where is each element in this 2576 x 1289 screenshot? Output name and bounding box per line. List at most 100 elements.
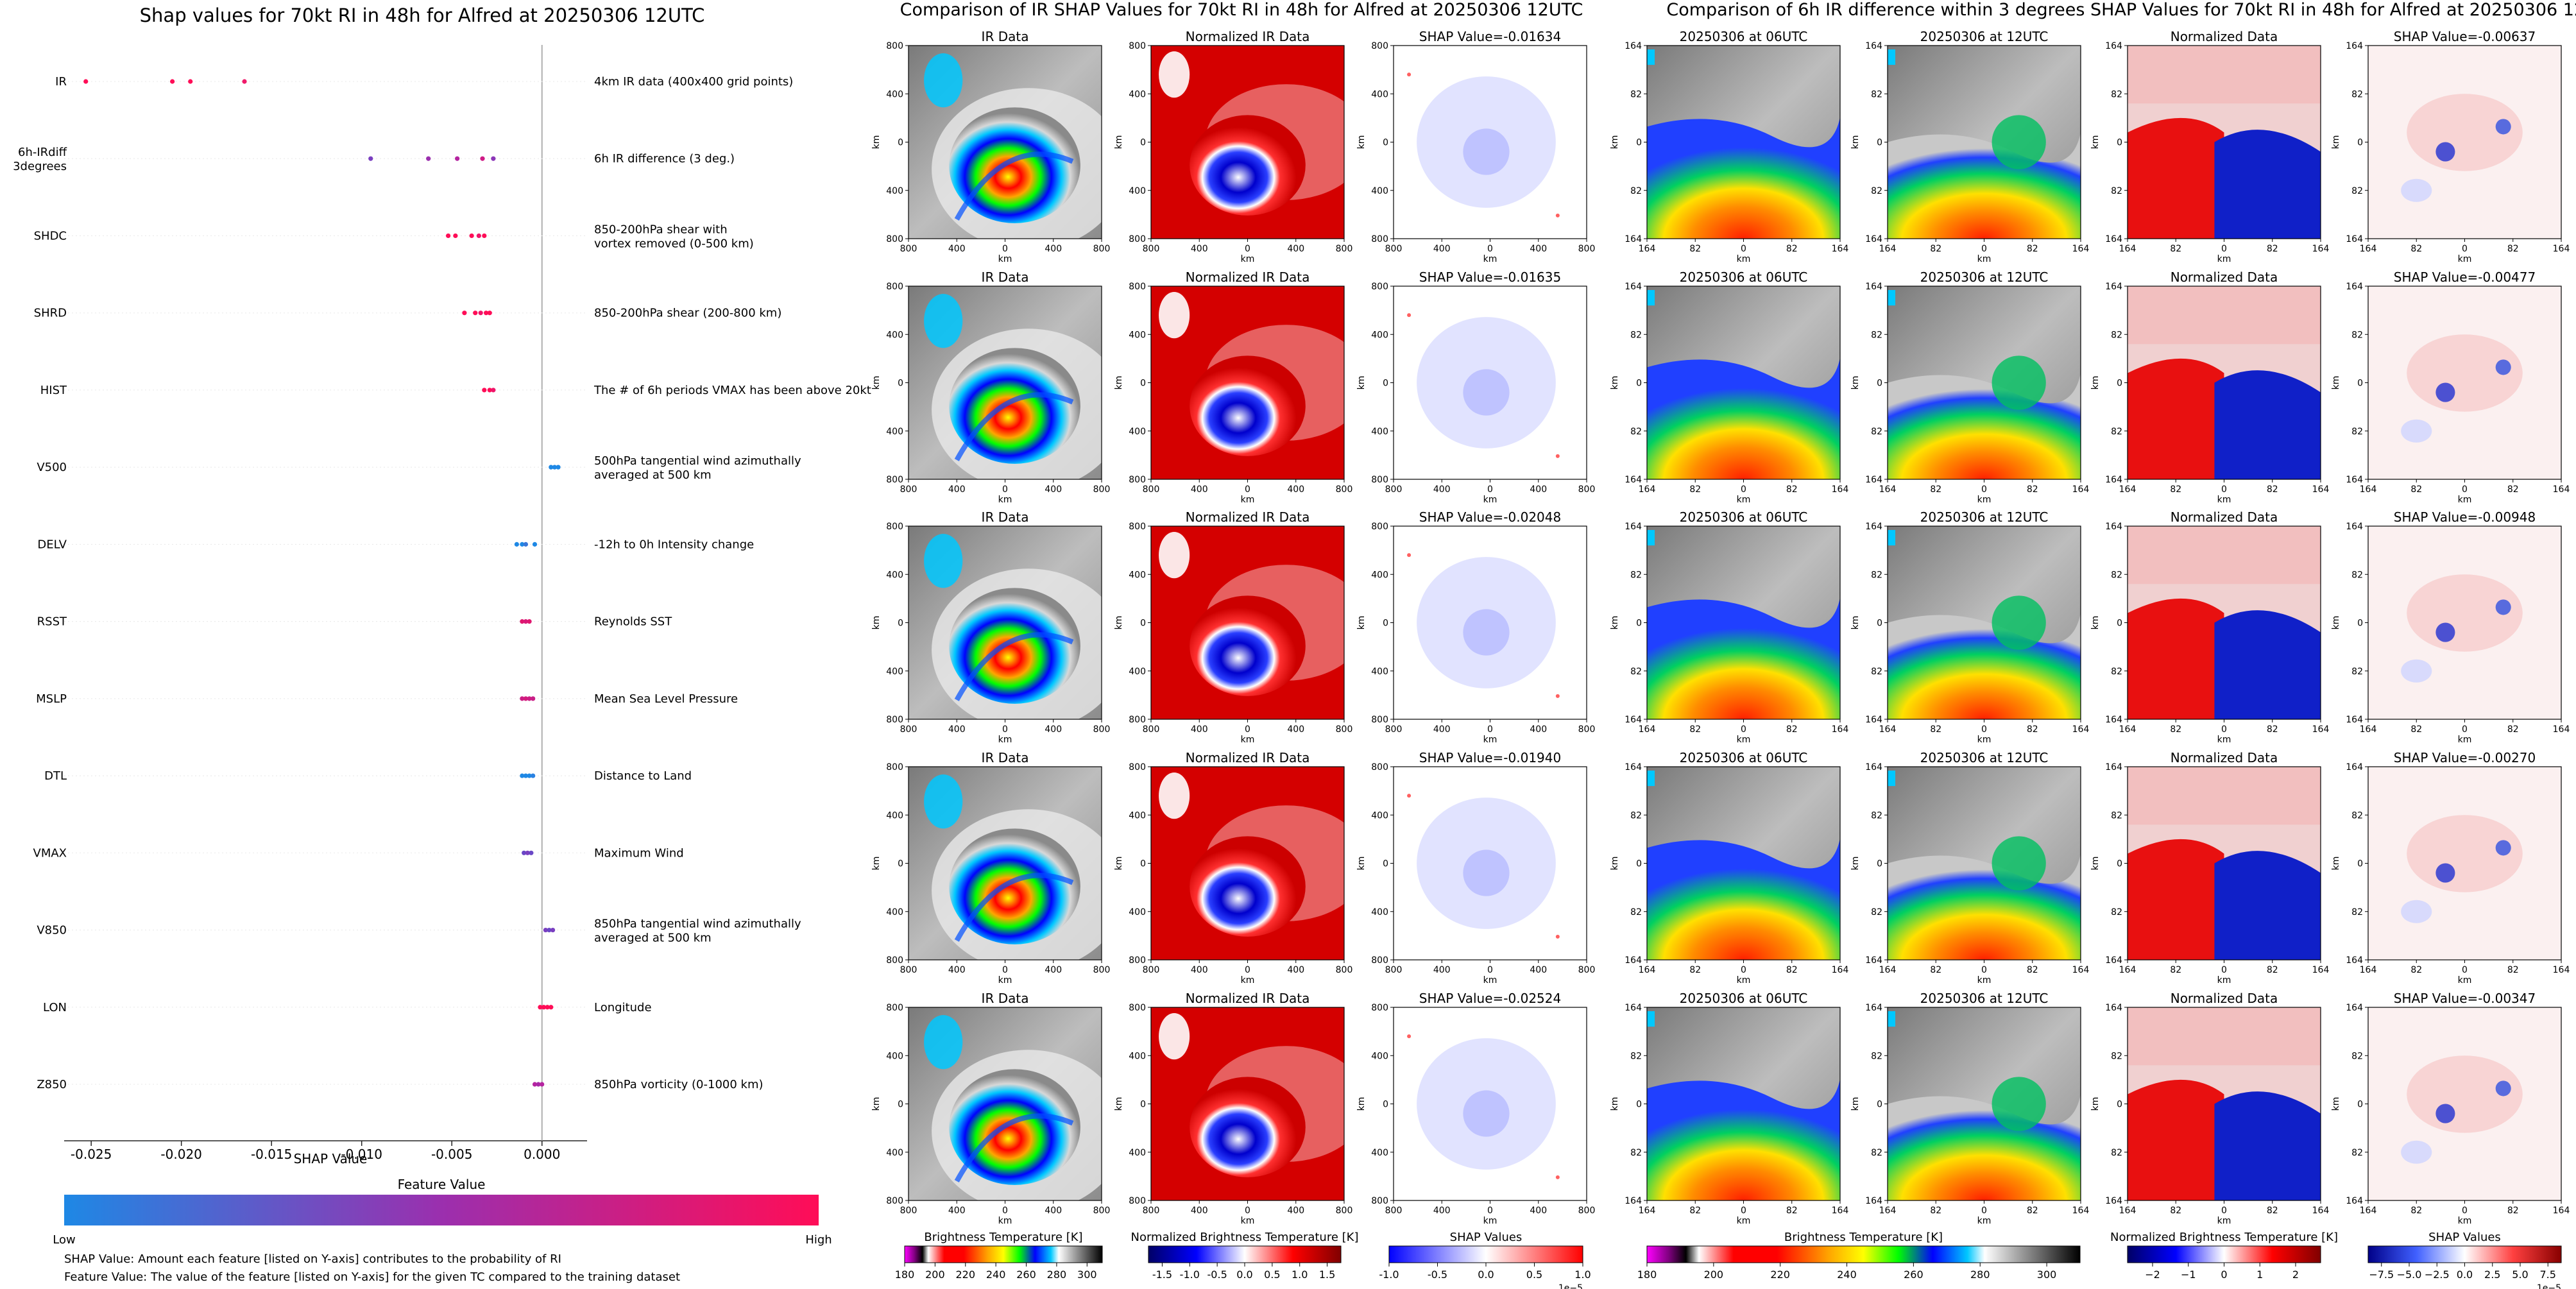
x-tick-label: 82 (2267, 484, 2278, 495)
subplot: 20250306 at 06UTC 164 82 0 82 164 km 164 82 0 82 16… (1610, 29, 1848, 264)
x-tick-label: 400 (1045, 244, 1062, 254)
shap-point (550, 927, 556, 933)
panel-image-ir (908, 525, 1102, 720)
feature-description: Reynolds SST (594, 615, 672, 629)
x-tick-label: 82 (2267, 1206, 2278, 1216)
x-axis-label: km (1737, 975, 1751, 986)
x-tick-label: 0 (1487, 484, 1493, 495)
subplot: Normalized IR Data 800 400 0 400 800 km 800 400 0… (1114, 29, 1352, 264)
y-tick-label: 800 (1371, 234, 1388, 244)
x-tick-label: 82 (1786, 724, 1798, 735)
y-tick-label: 800 (886, 522, 903, 532)
shap-point (523, 542, 529, 547)
x-tick-label: 82 (2507, 724, 2519, 735)
y-tick-label: 82 (2351, 570, 2363, 580)
shap-point (480, 156, 485, 161)
ir-comparison-title: Comparison of IR SHAP Values for 70kt RI… (900, 0, 1583, 20)
y-tick-label: 164 (2105, 1196, 2122, 1206)
x-tick-label: 400 (1530, 965, 1547, 975)
y-tick-label: 400 (1129, 89, 1146, 99)
feature-value-colorbar-title: Feature Value (398, 1177, 486, 1192)
x-tick-label: 0 (2462, 1206, 2468, 1216)
x-tick-label: 82 (2027, 1206, 2038, 1216)
x-tick-label: 800 (1578, 724, 1596, 735)
feature-name: Z850 (37, 1078, 67, 1091)
upper-region (2128, 1007, 2321, 1066)
subplot: SHAP Value=-0.01940 800 400 0 400 800 km 800 400… (1356, 750, 1595, 986)
y-tick-label: 800 (886, 762, 903, 773)
x-tick-label: 400 (1045, 724, 1062, 735)
warm-region (2128, 117, 2224, 239)
y-tick-label: 400 (886, 1051, 903, 1061)
colorbar-tick-label: 300 (1077, 1268, 1097, 1281)
subplot: Normalized Data 164 82 0 82 164 km 164 82 0 82 164 k… (2090, 269, 2329, 505)
shap-point (549, 1005, 554, 1010)
x-tick-label: 400 (1191, 724, 1208, 735)
cloud-patch (924, 294, 963, 348)
y-tick-label: 0 (1140, 619, 1146, 629)
shap-point (469, 233, 474, 239)
feature-description: averaged at 500 km (594, 468, 712, 482)
colorbar-tick-label: 1 (2256, 1268, 2263, 1281)
storm-core (949, 348, 1080, 464)
subplot-title: SHAP Value=-0.00477 (2394, 269, 2536, 285)
y-tick-label: 0 (1877, 619, 1882, 629)
x-tick-label: 82 (2027, 965, 2038, 975)
feature-name: LON (43, 1001, 67, 1014)
y-tick-label: 800 (886, 234, 903, 244)
y-tick-label: 0 (1636, 619, 1642, 629)
subplot-title: 20250306 at 06UTC (1680, 29, 1808, 44)
x-axis-label: km (1241, 735, 1255, 745)
storm-core (949, 1069, 1080, 1185)
colorbar-tick-label: 1.0 (1292, 1268, 1308, 1281)
y-tick-label: 82 (1871, 1148, 1882, 1158)
y-tick-label: 82 (2111, 427, 2122, 437)
y-tick-label: 164 (2105, 282, 2122, 292)
x-tick-label: 800 (1385, 1206, 1403, 1216)
y-axis-label: km (1356, 616, 1367, 630)
feature-name: DELV (37, 538, 67, 551)
panel-image-shap (1393, 1007, 1587, 1201)
feature-description: -12h to 0h Intensity change (594, 538, 754, 551)
y-tick-label: 82 (2351, 667, 2363, 677)
y-tick-label: 800 (1371, 1003, 1388, 1013)
y-axis-label: km (871, 857, 882, 871)
y-tick-label: 82 (1630, 570, 1642, 580)
y-tick-label: 0 (1140, 379, 1146, 389)
shap-negative-spot (2435, 863, 2455, 883)
irdiff-shap-comparison: Comparison of 6h IR difference within 3 … (1610, 0, 2576, 1289)
x-tick-label: 164 (2119, 965, 2137, 975)
shap-point (523, 696, 529, 701)
x-tick-label: 82 (2507, 484, 2519, 495)
x-tick-label: 82 (2027, 484, 2038, 495)
shap-point (484, 311, 489, 316)
x-tick-label: 0 (1487, 1206, 1493, 1216)
colorbar-label: Normalized Brightness Temperature [K] (2110, 1231, 2338, 1244)
colorbar-tick-label: 1.5 (1319, 1268, 1335, 1281)
y-tick-label: 82 (1630, 427, 1642, 437)
y-tick-label: 400 (1129, 186, 1146, 196)
x-axis-label: km (2217, 495, 2231, 505)
y-tick-label: 400 (1371, 907, 1388, 918)
feature-description: Maximum Wind (594, 846, 684, 860)
x-tick-label: 82 (2507, 1206, 2519, 1216)
x-tick-label: 800 (1093, 1206, 1111, 1216)
y-tick-label: 82 (1630, 667, 1642, 677)
x-tick-label: 164 (1832, 1206, 1849, 1216)
panel-image-norm3 (2127, 525, 2321, 720)
subplot: SHAP Value=-0.01635 800 400 0 400 800 km 800 400… (1356, 269, 1595, 505)
x-tick-label: 164 (1879, 1206, 1897, 1216)
y-tick-label: 164 (1625, 41, 1642, 51)
cold-cloud-shield (1647, 838, 1840, 960)
feature-name: V500 (37, 461, 67, 474)
x-axis-label: km (1977, 1216, 1992, 1226)
cold-cloud-shield (1888, 132, 2081, 239)
y-axis-label: km (2090, 1097, 2101, 1111)
colorbar-label: Brightness Temperature [K] (924, 1231, 1082, 1244)
x-tick-label: 164 (2553, 724, 2570, 735)
y-axis-label: km (2090, 135, 2101, 149)
x-tick-label: 0 (1981, 724, 1987, 735)
panel-image-shap (1393, 766, 1587, 960)
rainband (954, 151, 1074, 221)
panel-image-shap3 (2367, 766, 2562, 960)
